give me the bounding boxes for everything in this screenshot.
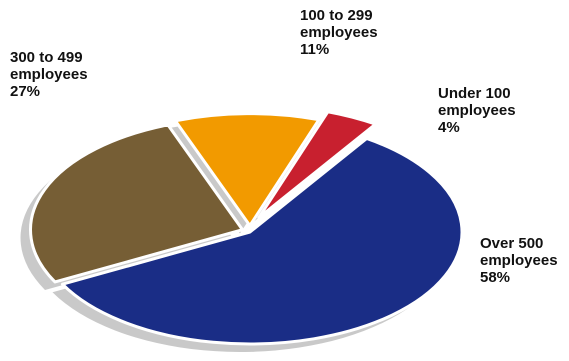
slice-label-300-to-499-employees: 300 to 499 employees 27%: [10, 49, 88, 100]
slice-label-line: employees: [300, 24, 378, 41]
slice-label-line: employees: [10, 66, 88, 83]
slice-label-100-to-299-employees: 100 to 299 employees 11%: [300, 7, 378, 58]
slice-label-under-100-employees: Under 100 employees 4%: [438, 85, 516, 136]
slice-label-line: 58%: [480, 269, 510, 286]
pie-slices: [29, 110, 464, 346]
slice-label-over-500-employees: Over 500 employees 58%: [480, 235, 558, 286]
slice-label-line: 100 to 299: [300, 7, 373, 24]
slice-label-line: 4%: [438, 119, 460, 136]
slice-label-line: employees: [480, 252, 558, 269]
pie-slice-300-to-499-employees: [29, 123, 245, 284]
pie-slice-over-500-employees: [60, 136, 464, 346]
slice-label-line: 11%: [300, 41, 329, 58]
pie-labels: Under 100 employees 4%Over 500 employees 58%…: [10, 7, 558, 286]
slice-label-line: Under 100: [438, 85, 511, 102]
slice-label-line: employees: [438, 102, 516, 119]
pie-slice-under-100-employees: [257, 110, 378, 220]
slice-label-line: 300 to 499: [10, 49, 83, 66]
pie-slice-100-to-299-employees: [173, 112, 321, 228]
slice-label-line: 27%: [10, 83, 40, 100]
slice-label-line: Over 500: [480, 235, 543, 252]
